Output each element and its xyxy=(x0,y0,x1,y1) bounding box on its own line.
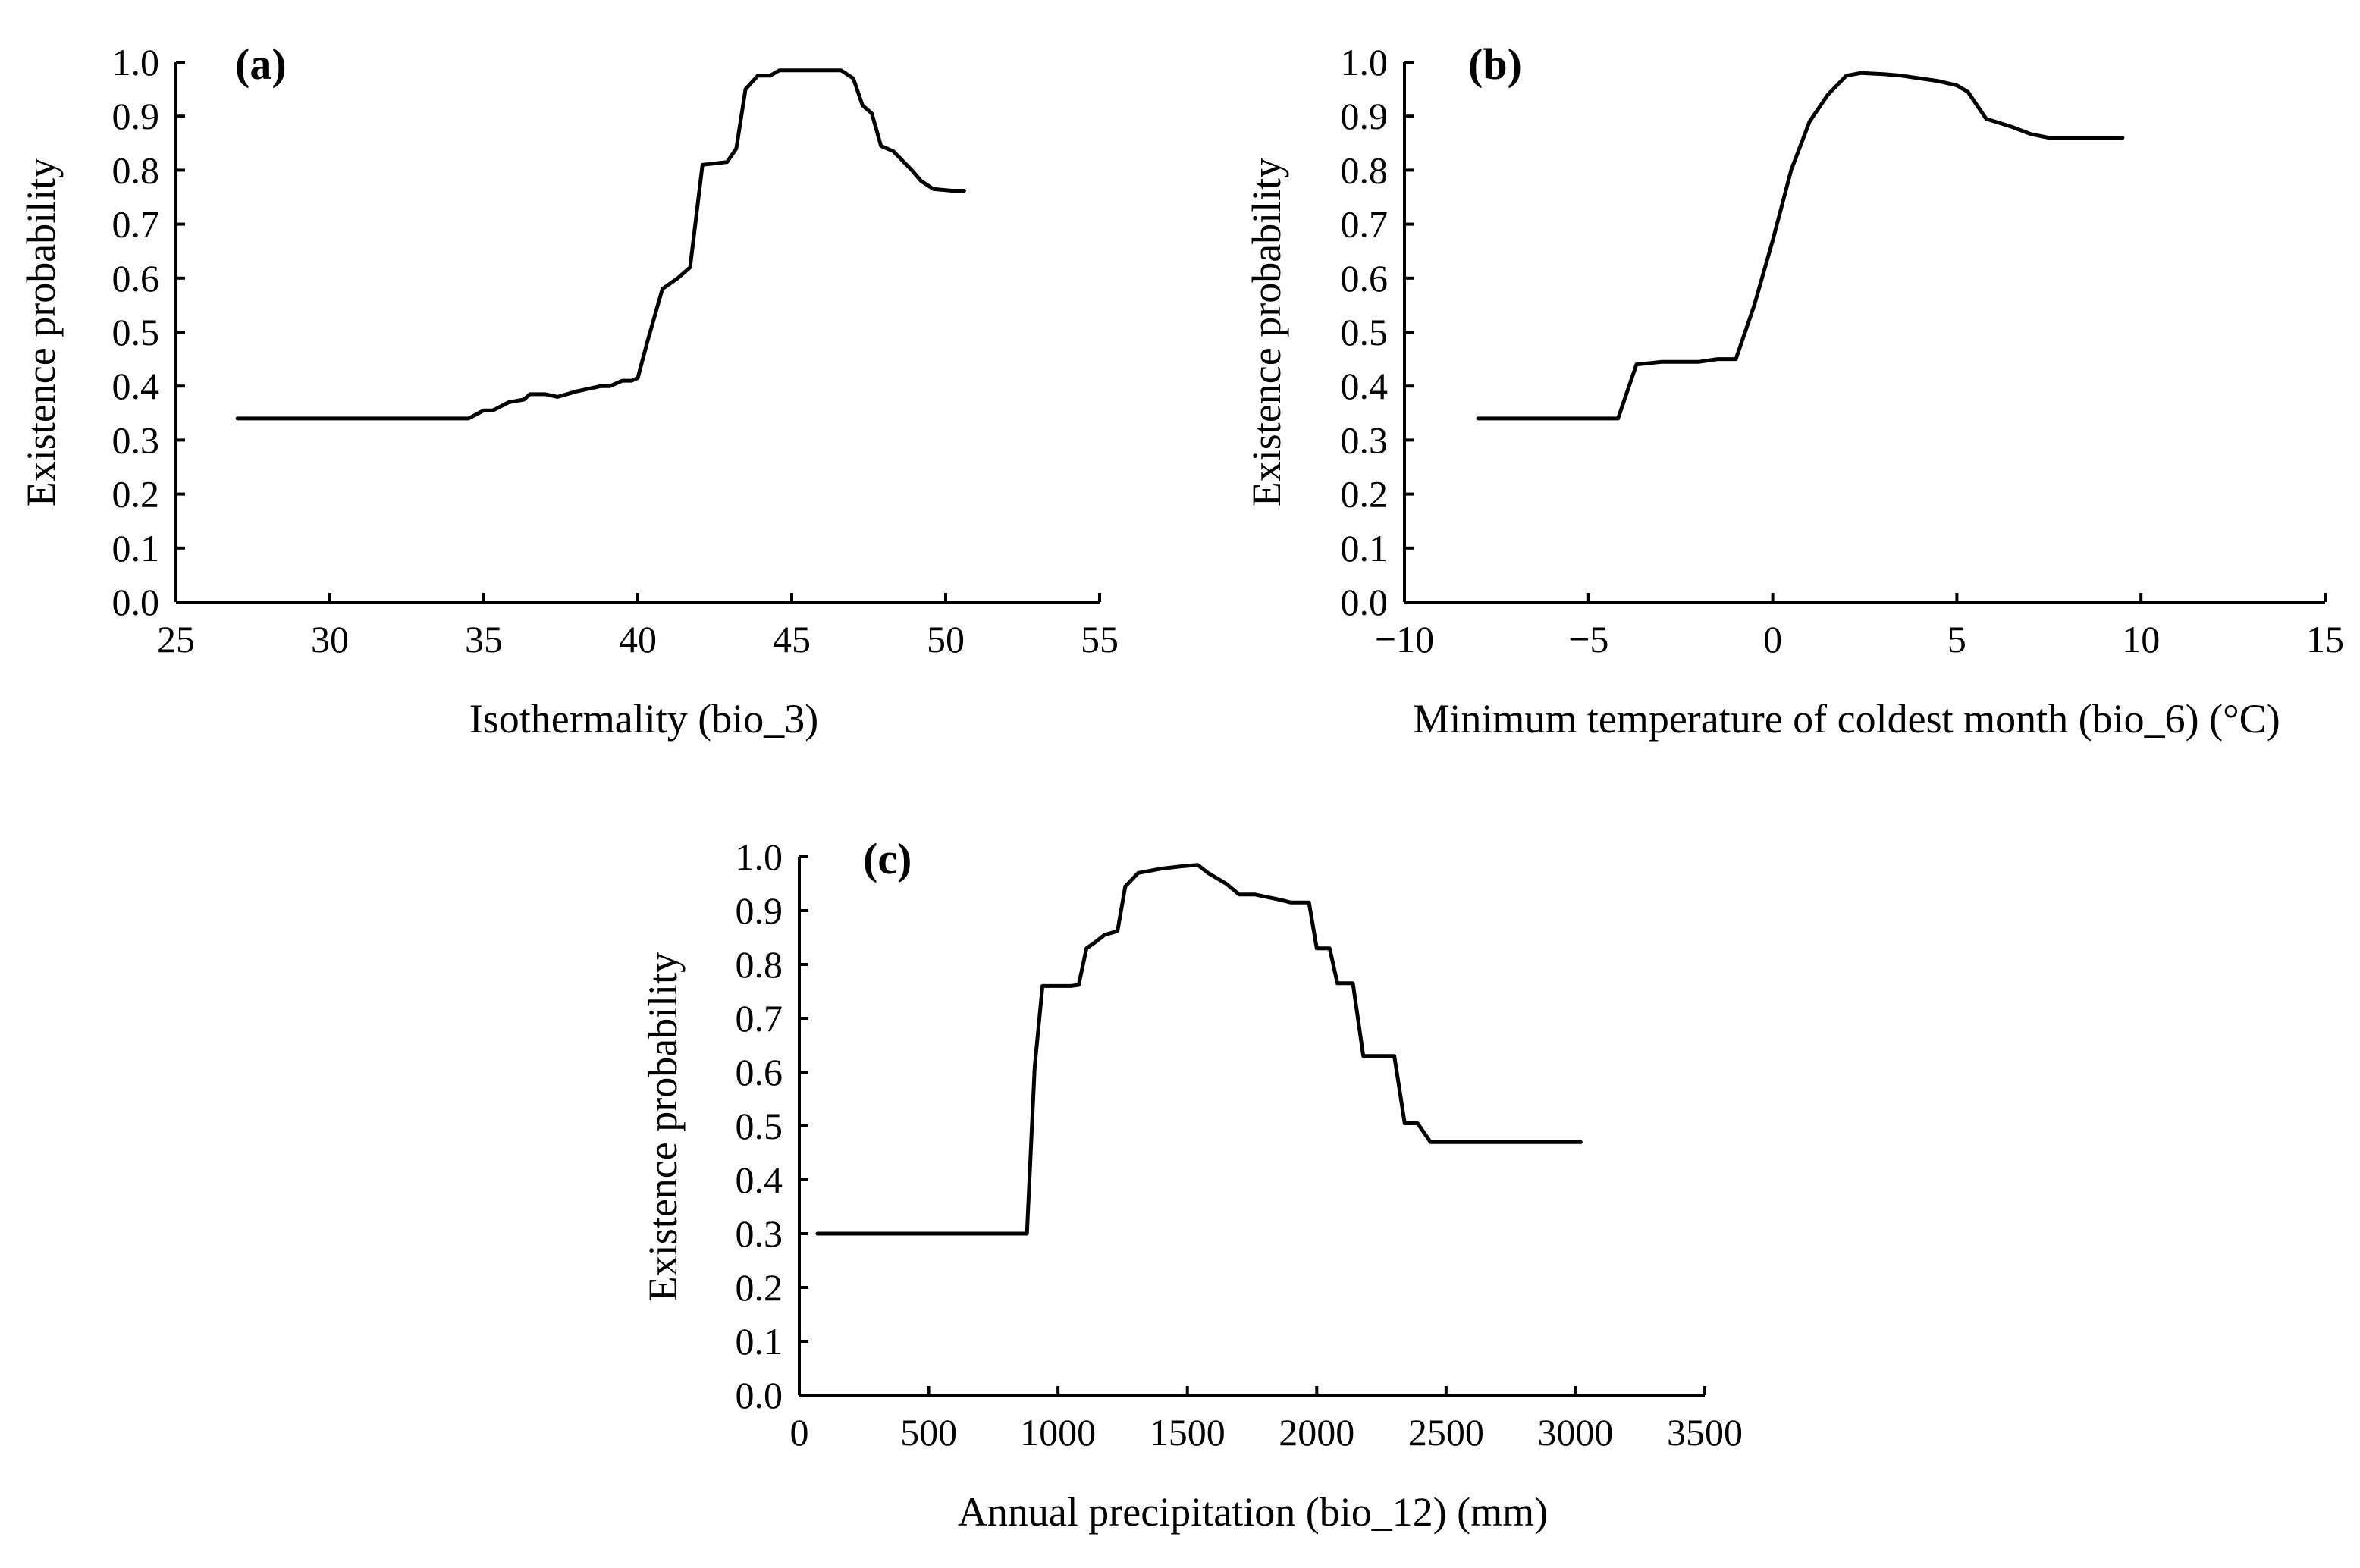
panel-a-y-tick-label: 0.6 xyxy=(112,257,160,299)
panel-b-x-tick-label: 10 xyxy=(2122,618,2160,660)
panel-c-y-tick-label: 0.3 xyxy=(736,1212,783,1255)
panel-a-chart: (a) Isothermality (bio_3) Existence prob… xyxy=(18,39,1119,742)
panel-b-x-tick-label: 15 xyxy=(2306,618,2344,660)
panel-b-ticks: −10 −5 0 5 10 15 0.0 0.1 0.2 0.3 0.4 0.5 0.6 0.7 0.8 0.… xyxy=(1341,41,2345,660)
panel-c-x-tick-label: 3000 xyxy=(1537,1411,1613,1454)
panel-a-x-tick-label: 40 xyxy=(619,618,657,660)
panel-c-x-tick-label: 500 xyxy=(900,1411,957,1454)
panel-c-ticks: 0 500 1000 1500 2000 2500 3000 3500 0.0 0.1 0.2 0.3… xyxy=(736,836,1743,1454)
panel-b-y-tick-label: 0.8 xyxy=(1341,149,1389,191)
panel-a-y-tick-label: 1.0 xyxy=(112,41,160,83)
panel-c-y-tick-label: 0.9 xyxy=(736,889,783,932)
panel-b-y-tick-label: 0.3 xyxy=(1341,419,1389,461)
panel-a-x-tick-label: 35 xyxy=(465,618,503,660)
panel-c-x-tick-label: 2000 xyxy=(1279,1411,1354,1454)
panel-c-y-tick-label: 0.6 xyxy=(736,1051,783,1093)
panel-a-x-axis-title: Isothermality (bio_3) xyxy=(469,696,818,742)
panel-c-label: (c) xyxy=(863,834,912,883)
panel-a-response-line xyxy=(235,68,966,421)
panel-b-x-tick-label: 0 xyxy=(1763,618,1782,660)
panel-c-x-tick-label: 1500 xyxy=(1150,1411,1226,1454)
panel-a-y-tick-label: 0.1 xyxy=(112,527,160,569)
panel-b-label: (b) xyxy=(1468,39,1522,89)
panel-b-y-tick-label: 0.0 xyxy=(1341,581,1389,623)
panel-c-y-axis-title: Existence probability xyxy=(640,952,686,1301)
panel-b-x-tick-label: −10 xyxy=(1375,618,1434,660)
panel-a-y-tick-label: 0.3 xyxy=(112,419,160,461)
panel-b-y-tick-label: 0.1 xyxy=(1341,527,1389,569)
panel-a-y-tick-label: 0.4 xyxy=(112,365,160,407)
panel-c-x-axis-title: Annual precipitation (bio_12) (mm) xyxy=(958,1489,1548,1535)
panel-b-y-tick-label: 1.0 xyxy=(1341,41,1389,83)
panel-b-y-tick-label: 0.2 xyxy=(1341,473,1389,516)
panel-a-x-tick-label: 50 xyxy=(927,618,965,660)
panel-b-x-tick-label: 5 xyxy=(1947,618,1966,660)
panel-c-x-tick-label: 2500 xyxy=(1408,1411,1484,1454)
panel-a-ticks: 25 30 35 40 45 50 55 0.0 0.1 0.2 0.3 0.4 0.5 0.6 0.7 0.… xyxy=(112,41,1119,660)
panel-b-y-tick-label: 0.7 xyxy=(1341,203,1389,246)
panel-c-y-tick-label: 0.0 xyxy=(736,1374,783,1416)
panel-a-y-tick-label: 0.7 xyxy=(112,203,160,246)
panel-a-y-tick-label: 0.8 xyxy=(112,149,160,191)
panel-b-x-axis-title: Minimum temperature of coldest month (bi… xyxy=(1413,696,2280,742)
panel-a-y-tick-label: 0.5 xyxy=(112,311,160,353)
panel-a-y-tick-label: 0.2 xyxy=(112,473,160,516)
panel-c-y-tick-label: 0.8 xyxy=(736,943,783,986)
panel-a-y-axis-title: Existence probability xyxy=(18,158,64,506)
panel-a-x-tick-label: 55 xyxy=(1081,618,1119,660)
panel-b-y-tick-label: 0.4 xyxy=(1341,365,1389,407)
panel-c-x-tick-label: 1000 xyxy=(1020,1411,1096,1454)
panel-c-y-tick-label: 1.0 xyxy=(736,836,783,878)
panel-a-y-tick-label: 0.9 xyxy=(112,95,160,137)
panel-a-x-tick-label: 30 xyxy=(311,618,349,660)
panel-c-y-tick-label: 0.2 xyxy=(736,1266,783,1309)
panel-c-x-tick-label: 3500 xyxy=(1667,1411,1743,1454)
panel-a-x-tick-label: 25 xyxy=(157,618,195,660)
panel-b-y-tick-label: 0.6 xyxy=(1341,257,1389,299)
panel-b-x-tick-label: −5 xyxy=(1568,618,1608,660)
panel-c-chart: (c) Annual precipitation (bio_12) (mm) E… xyxy=(640,834,1743,1535)
panel-a-label: (a) xyxy=(235,39,287,89)
panel-b-response-line xyxy=(1476,71,2125,421)
panel-c-y-tick-label: 0.7 xyxy=(736,997,783,1040)
panel-b-y-tick-label: 0.5 xyxy=(1341,311,1389,353)
panel-b-chart: (b) Minimum temperature of coldest month… xyxy=(1244,39,2344,742)
panel-c-y-tick-label: 0.5 xyxy=(736,1105,783,1147)
panel-c-y-tick-label: 0.4 xyxy=(736,1159,783,1201)
panel-c-x-tick-label: 0 xyxy=(790,1411,809,1454)
panel-c-response-line xyxy=(815,863,1583,1236)
panel-b-y-axis-title: Existence probability xyxy=(1244,158,1289,506)
panel-a-x-tick-label: 45 xyxy=(773,618,811,660)
panel-c-y-tick-label: 0.1 xyxy=(736,1320,783,1363)
panel-b-y-tick-label: 0.9 xyxy=(1341,95,1389,137)
panel-a-y-tick-label: 0.0 xyxy=(112,581,160,623)
